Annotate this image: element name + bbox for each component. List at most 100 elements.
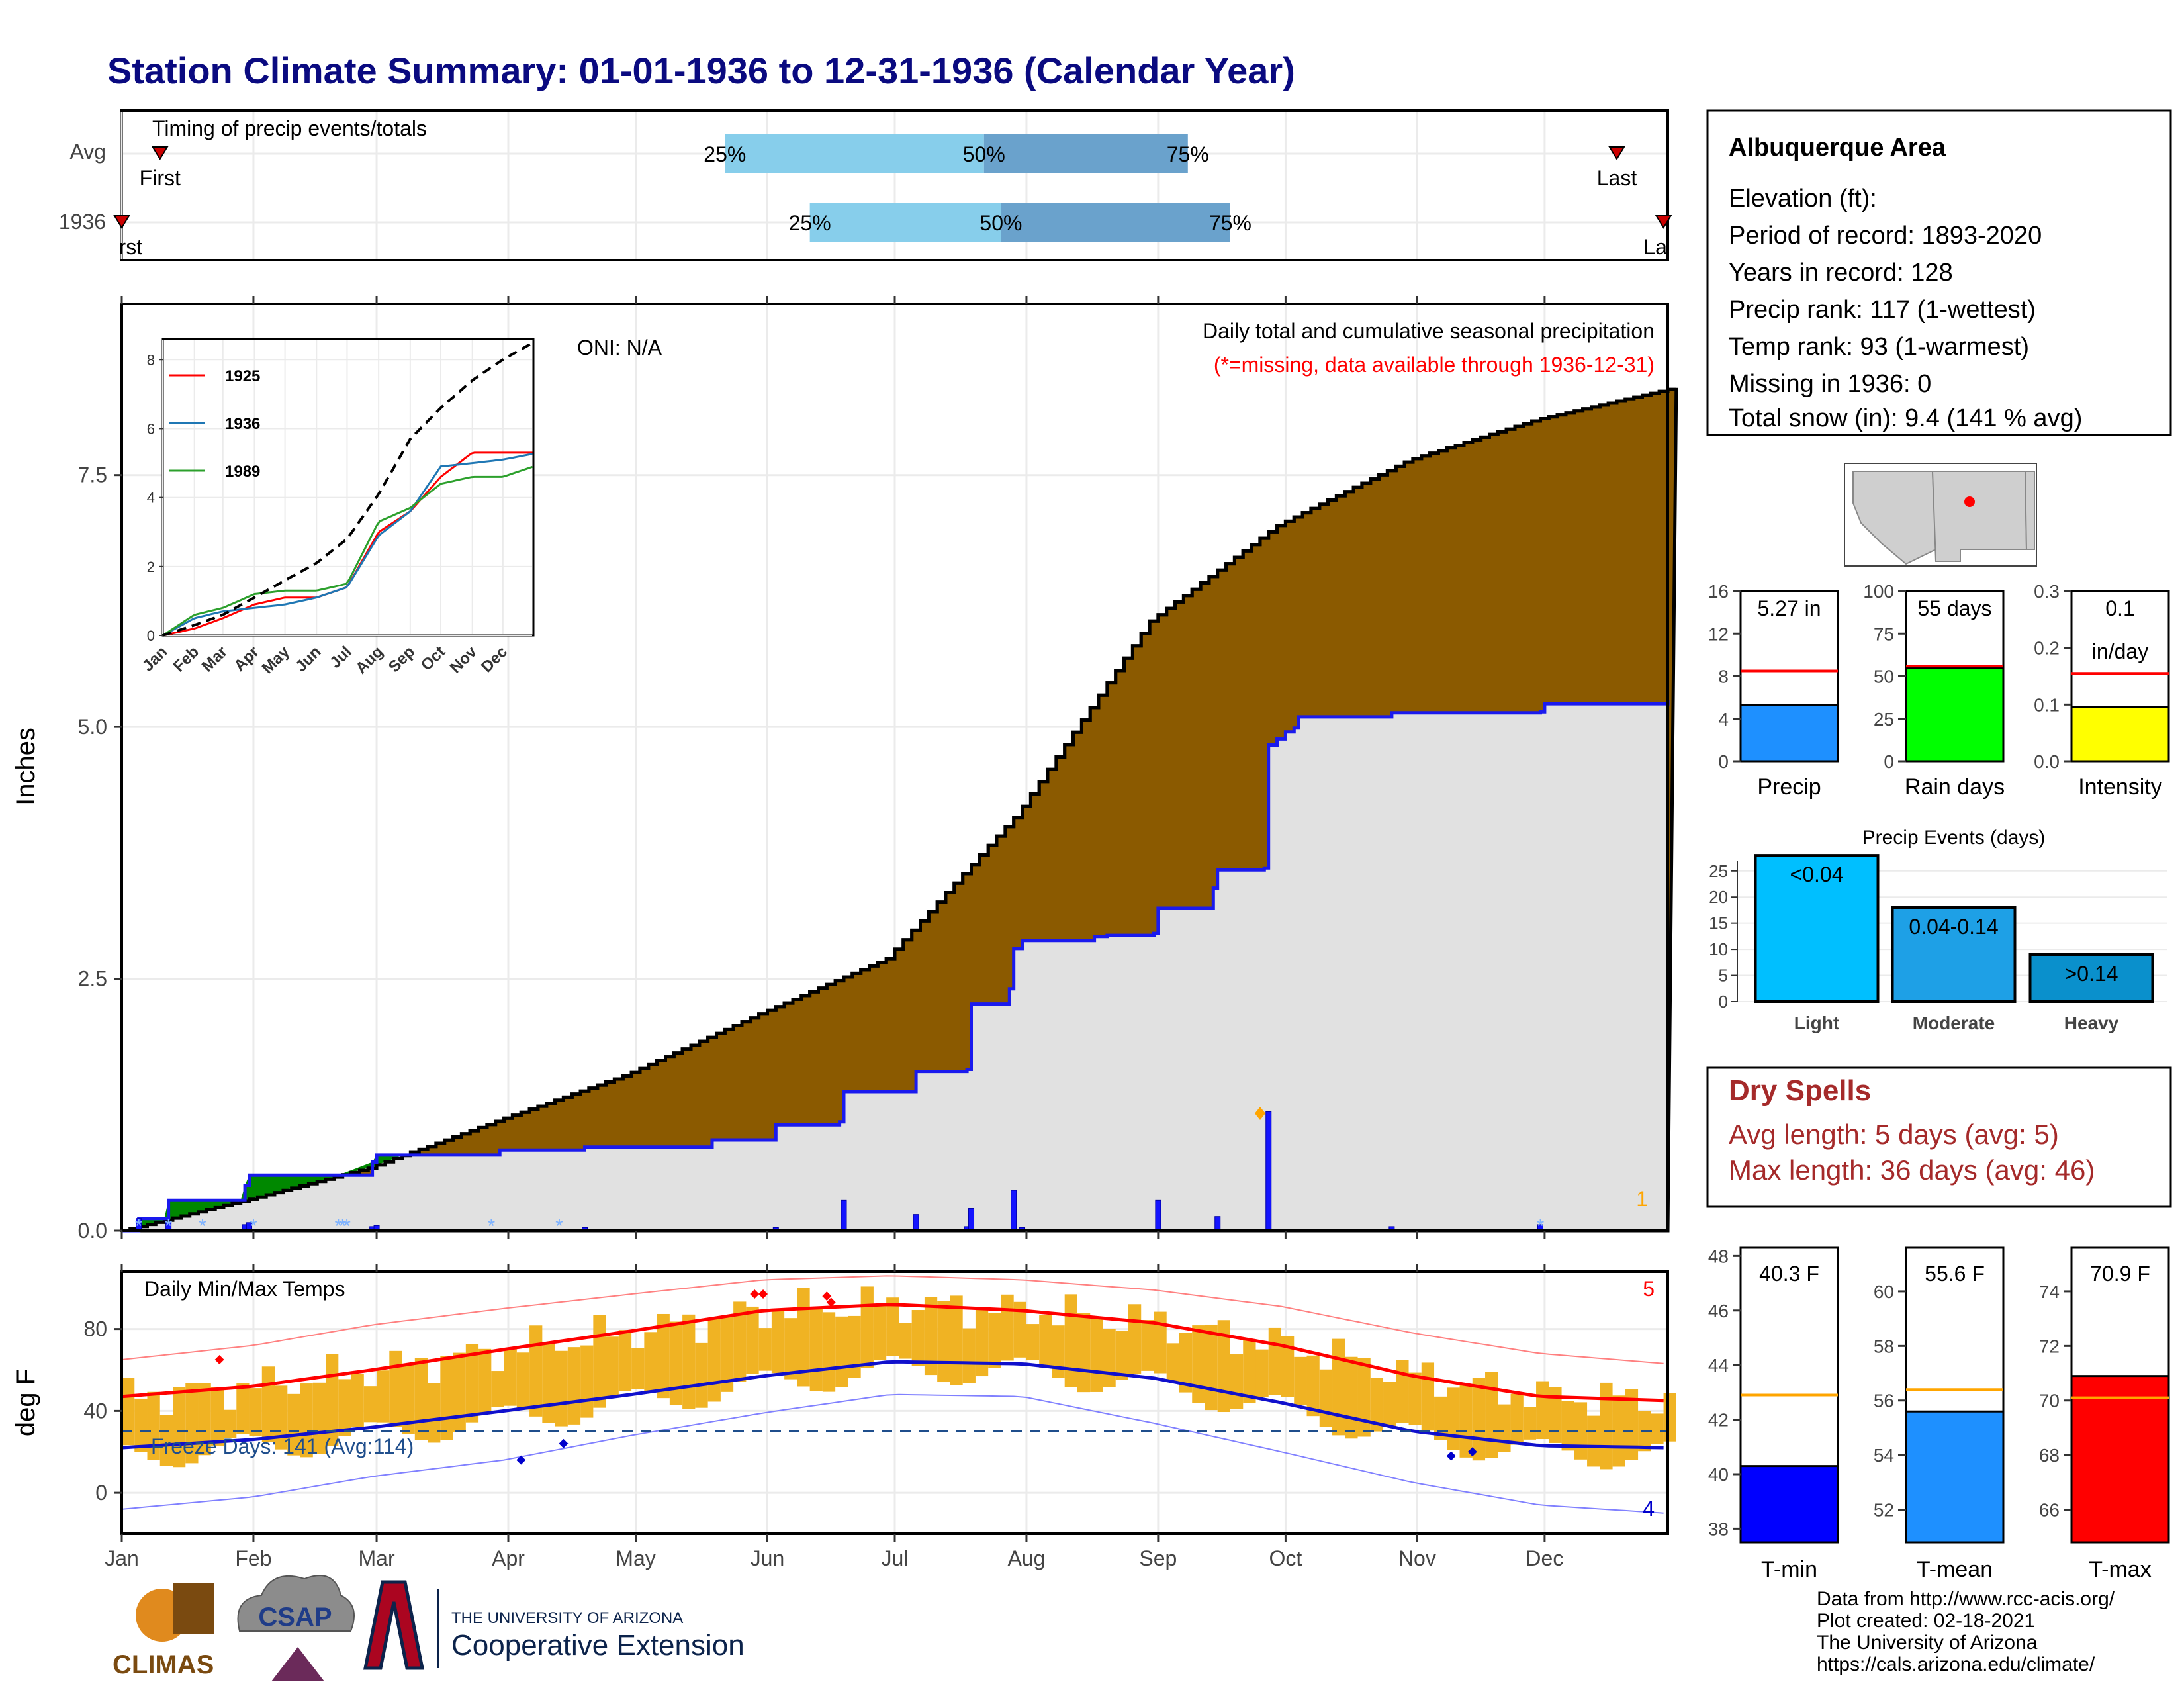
events-category-label: Light bbox=[1794, 1013, 1839, 1033]
temp-daily-bar bbox=[542, 1344, 555, 1423]
footer-line: Data from http://www.rcc-acis.org/ bbox=[1817, 1588, 2115, 1610]
temp-daily-bar bbox=[363, 1386, 377, 1423]
temp-daily-bar bbox=[1447, 1387, 1460, 1450]
temp-daily-bar bbox=[1357, 1358, 1371, 1437]
timing-last-marker bbox=[1608, 146, 1625, 160]
temp-daily-bar bbox=[1128, 1304, 1142, 1374]
temp-bar-ytick-label: 46 bbox=[1708, 1301, 1729, 1321]
ua-block-a bbox=[363, 1580, 425, 1670]
temp-daily-bar bbox=[440, 1356, 453, 1440]
temp-daily-bar bbox=[924, 1297, 938, 1376]
temp-label: Daily Min/Max Temps bbox=[144, 1277, 345, 1301]
precip-main-panel: * * * * *** * * * 0.02.55.07.5 Inches ONI: N/A … bbox=[11, 296, 1678, 1243]
temp-daily-bar bbox=[465, 1344, 479, 1423]
dryspell-title: Dry Spells bbox=[1729, 1074, 1871, 1107]
temp-daily-bar bbox=[1651, 1413, 1664, 1444]
temp-ytick-label: 0 bbox=[95, 1481, 107, 1505]
temp-daily-bar bbox=[1587, 1415, 1600, 1467]
temp-daily-bar bbox=[771, 1311, 785, 1374]
mini-bar-ytick-label: 4 bbox=[1718, 709, 1729, 729]
temp-daily-bar bbox=[644, 1332, 657, 1392]
temp-daily-bar bbox=[682, 1314, 696, 1409]
temp-ylabel: deg F bbox=[11, 1369, 40, 1436]
timing-q50-label: 50% bbox=[963, 142, 1005, 166]
month-label: Nov bbox=[1398, 1546, 1436, 1570]
dry-spells-box: Dry Spells Avg length: 5 days (avg: 5) M… bbox=[1706, 1066, 2172, 1208]
timing-row-avg: Avg bbox=[69, 140, 106, 164]
temp-daily-bar bbox=[1230, 1354, 1244, 1409]
temp-daily-bar bbox=[478, 1348, 492, 1413]
events-bar-label: <0.04 bbox=[1790, 863, 1844, 886]
temp-daily-bar bbox=[593, 1315, 606, 1408]
csap-logo: CSAP bbox=[237, 1575, 355, 1681]
temp-daily-bar bbox=[835, 1316, 848, 1387]
inset-ytick-label: 4 bbox=[147, 490, 155, 506]
daily-precip-bar bbox=[1265, 1111, 1272, 1231]
temp-daily-bar bbox=[567, 1347, 581, 1425]
temp-daily-bar bbox=[580, 1345, 594, 1418]
temp-daily-bar bbox=[1625, 1389, 1639, 1460]
ua-logo: THE UNIVERSITY OF ARIZONA Cooperative Ex… bbox=[363, 1580, 745, 1670]
csap-cloud bbox=[237, 1575, 355, 1632]
info-line: Missing in 1936: 0 bbox=[1729, 370, 1931, 398]
temp-record-markers bbox=[214, 1289, 1477, 1465]
temp-daily-bar bbox=[962, 1328, 976, 1383]
snow-marker: * bbox=[487, 1215, 495, 1237]
snow-marker: * bbox=[555, 1215, 563, 1237]
year-cumulative-gray-area bbox=[122, 700, 1668, 1231]
inset-legend-label: 1925 bbox=[225, 367, 260, 385]
temp-daily-bar bbox=[236, 1383, 250, 1435]
mini-bar-ytick-label: 100 bbox=[1863, 581, 1894, 602]
temp-daily-bar bbox=[860, 1286, 874, 1368]
temp-bar-label: T-mean bbox=[1917, 1557, 1993, 1582]
temp-daily-bar bbox=[529, 1325, 543, 1417]
timing-first-marker bbox=[151, 146, 169, 160]
map-new-mexico bbox=[1931, 471, 2028, 562]
temp-daily-bar bbox=[1192, 1325, 1205, 1403]
temp-record-marker bbox=[559, 1438, 569, 1448]
temp-y-axis: 0 40 80 bbox=[83, 1317, 122, 1505]
temp-daily-bar bbox=[1383, 1382, 1396, 1426]
timing-q25-q50-bar bbox=[725, 134, 984, 173]
month-label: Aug bbox=[1007, 1546, 1045, 1570]
temp-daily-bar bbox=[198, 1383, 211, 1456]
events-plot: 0 5 10 15 20 25 <0.04 Light 0.04-0.14 Moderate >0.… bbox=[1709, 854, 2167, 1033]
footer-credits: Data from http://www.rcc-acis.org/ Plot … bbox=[1817, 1588, 2115, 1675]
daily-precip-bar bbox=[913, 1214, 919, 1231]
climas-logo: CLIMAS bbox=[113, 1583, 214, 1679]
snow-marker: * bbox=[165, 1215, 173, 1237]
timing-left-cover bbox=[0, 238, 120, 265]
footer-logos: CLIMAS CSAP THE UNIVERSITY OF ARIZONA Co… bbox=[113, 1575, 745, 1681]
inset-ytick-label: 0 bbox=[147, 628, 155, 644]
events-ytick-label: 5 bbox=[1719, 966, 1728, 986]
month-label: Sep bbox=[1139, 1546, 1177, 1570]
main-ytick-label: 0.0 bbox=[78, 1219, 107, 1243]
info-line: Total snow (in): 9.4 (141 % avg) bbox=[1729, 404, 2082, 432]
temp-bar-label: T-min bbox=[1761, 1557, 1817, 1582]
temp-record-marker bbox=[826, 1297, 836, 1307]
temp-daily-bar bbox=[1561, 1401, 1574, 1451]
events-title: Precip Events (days) bbox=[1862, 827, 2046, 849]
daily-precip-bar bbox=[1214, 1216, 1221, 1231]
temp-bar-value: 70.9 F bbox=[2090, 1262, 2150, 1286]
daily-precip-bar bbox=[841, 1199, 847, 1231]
timing-row-year: 1936 bbox=[59, 210, 106, 234]
temp-daily-bar bbox=[618, 1330, 632, 1391]
daily-precip-bar bbox=[968, 1208, 975, 1231]
snow-marker: * bbox=[199, 1215, 206, 1237]
temp-line-normal-max bbox=[121, 1303, 1664, 1403]
temp-bar-ytick-label: 66 bbox=[2039, 1500, 2060, 1521]
mini-bar-ytick-label: 8 bbox=[1718, 667, 1729, 687]
temp-daily-bar bbox=[873, 1305, 887, 1360]
temp-line-record-min bbox=[121, 1393, 1664, 1514]
temp-daily-bar bbox=[669, 1321, 683, 1405]
temp-daily-bar bbox=[402, 1364, 415, 1434]
map-texas-edge bbox=[2024, 471, 2035, 550]
timing-last-marker bbox=[1655, 215, 1672, 229]
snow-marker: * bbox=[343, 1215, 351, 1237]
mini-bar-ytick-label: 0.2 bbox=[2034, 638, 2060, 659]
info-frame bbox=[1706, 109, 2172, 436]
month-label: Feb bbox=[235, 1546, 271, 1570]
timing-q50-q75-bar bbox=[1001, 203, 1230, 242]
